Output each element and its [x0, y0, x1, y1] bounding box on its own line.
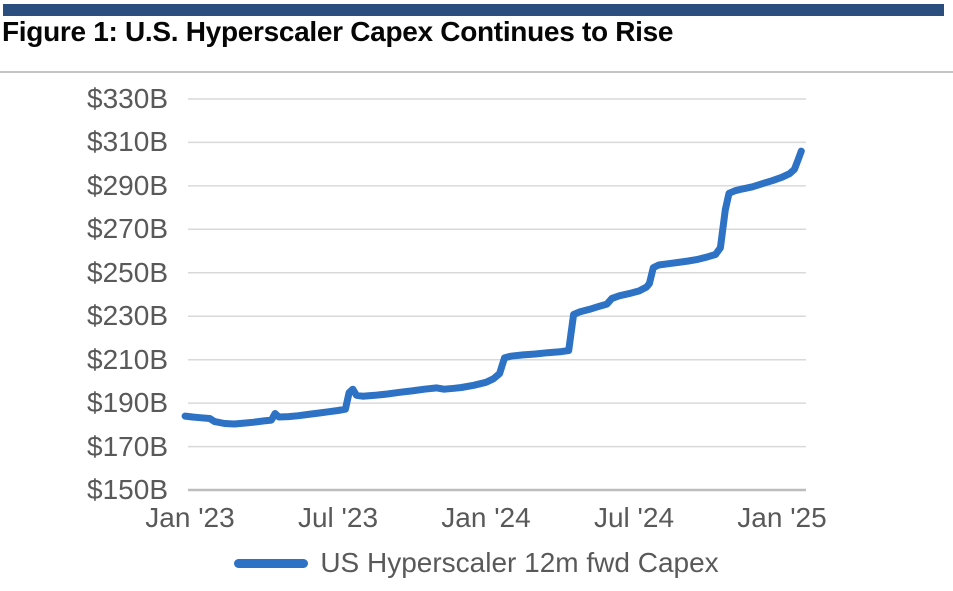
header-accent-bar — [3, 4, 944, 16]
y-axis-tick-label: $310B — [87, 126, 168, 157]
legend-label: US Hyperscaler 12m fwd Capex — [320, 547, 719, 578]
y-axis-tick-label: $290B — [87, 170, 168, 201]
y-axis-tick-label: $330B — [87, 83, 168, 114]
capex-line-series — [181, 147, 805, 428]
y-axis-tick-label: $210B — [87, 344, 168, 375]
x-axis-tick-label: Jan '23 — [145, 502, 235, 533]
x-axis-tick-label: Jul '23 — [297, 502, 379, 533]
y-axis-tick-label: $190B — [87, 387, 168, 418]
y-axis-tick-label: $250B — [87, 257, 168, 288]
y-axis-tick-label: $270B — [87, 213, 168, 244]
legend-line-swatch — [234, 558, 309, 568]
title-divider — [0, 71, 953, 73]
y-axis-tick-label: $170B — [87, 431, 168, 462]
x-axis-tick-label: Jan '24 — [441, 502, 531, 533]
figure-title: Figure 1: U.S. Hyperscaler Capex Continu… — [2, 16, 674, 47]
y-axis-tick-label: $230B — [87, 300, 168, 331]
y-axis-tick-label: $150B — [87, 474, 168, 505]
x-axis-tick-label: Jan '25 — [737, 502, 827, 533]
chart-legend: US Hyperscaler 12m fwd Capex — [0, 545, 953, 581]
x-axis-tick-label: Jul '24 — [593, 502, 675, 533]
